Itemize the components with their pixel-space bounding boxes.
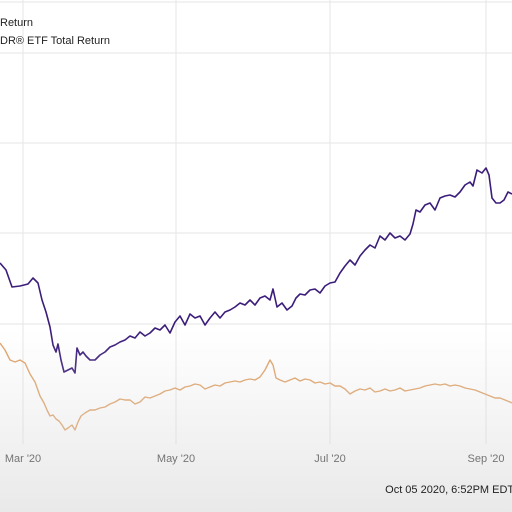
x-tick-label-3: Sep '20 xyxy=(468,453,505,465)
series-lines xyxy=(0,167,512,431)
x-tick-label-1: May '20 xyxy=(157,453,195,465)
timestamp-footer: Oct 05 2020, 6:52PM EDT. xyxy=(385,484,512,496)
vertical-gridlines xyxy=(22,0,487,444)
legend-entry-etf-total-return: DR® ETF Total Return xyxy=(0,35,110,47)
horizontal-gridlines xyxy=(0,1,512,325)
legend-entry-return: Return xyxy=(0,17,34,29)
legend: Return DR® ETF Total Return xyxy=(0,14,110,50)
series-line-0 xyxy=(0,167,512,374)
x-tick-label-0: Mar '20 xyxy=(5,453,41,465)
x-tick-label-2: Jul '20 xyxy=(314,453,345,465)
x-tick-labels: Mar '20 May '20 Jul '20 Sep '20 xyxy=(5,453,505,465)
